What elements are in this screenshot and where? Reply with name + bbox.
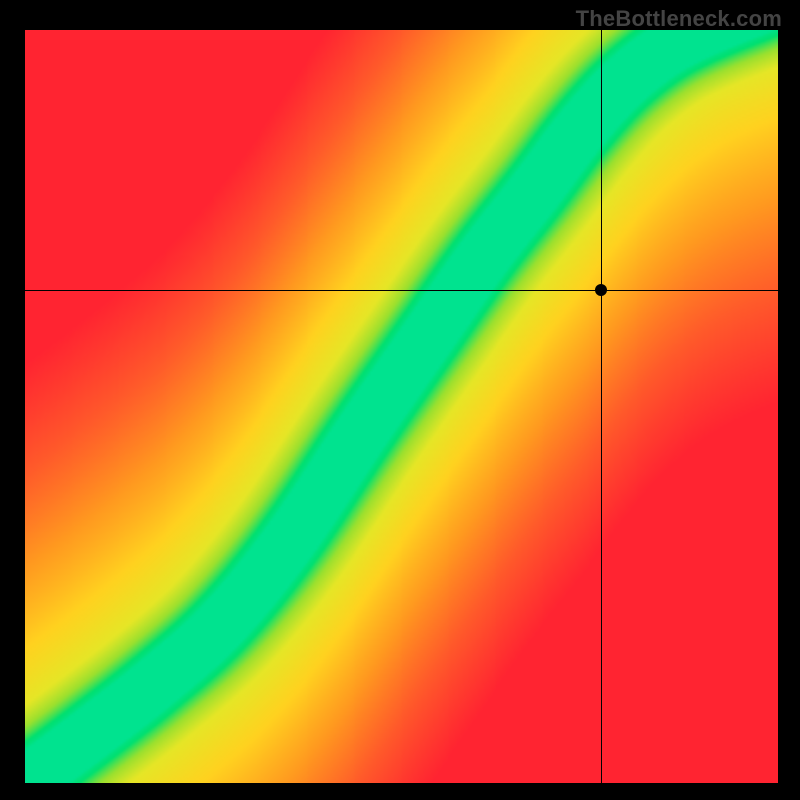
crosshair-horizontal <box>25 290 778 291</box>
heatmap-plot <box>25 30 778 783</box>
crosshair-vertical <box>601 30 602 783</box>
heatmap-canvas <box>25 30 778 783</box>
watermark-text: TheBottleneck.com <box>576 6 782 32</box>
marker-point <box>595 284 607 296</box>
chart-frame: TheBottleneck.com <box>0 0 800 800</box>
